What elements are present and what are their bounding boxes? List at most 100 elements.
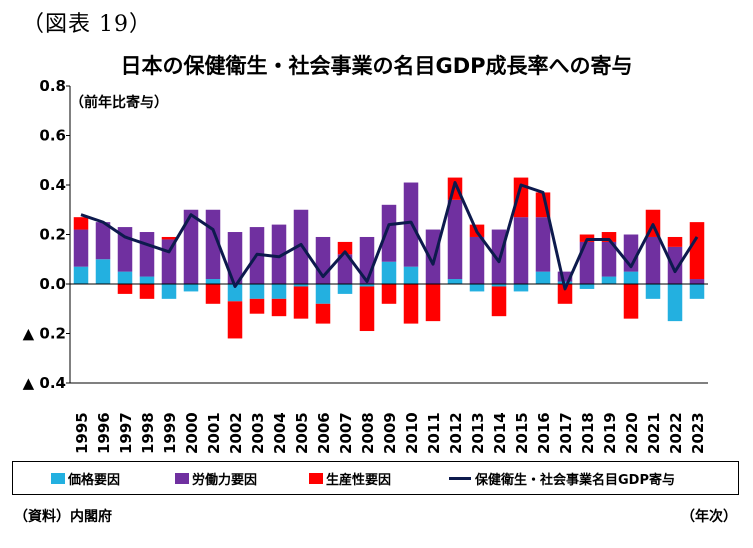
- legend-label-labor: 労働力要因: [192, 472, 258, 488]
- bar-生産性要因-2001: [205, 284, 221, 304]
- x-tick-label: 2000: [183, 412, 201, 454]
- x-tick-label: 2011: [425, 412, 443, 454]
- x-tick-label: 2015: [513, 412, 531, 454]
- bar-生産性要因-2004: [271, 298, 287, 317]
- bar-生産性要因-2020: [623, 284, 639, 319]
- bar-価格要因-2006: [315, 284, 331, 304]
- bar-労働力要因-2018: [579, 241, 595, 284]
- x-tick-label: 2020: [623, 412, 641, 454]
- bar-生産性要因-2005: [293, 286, 309, 319]
- bar-価格要因-2001: [205, 279, 221, 284]
- x-tick-label: 2001: [205, 412, 223, 454]
- y-tick-label: 0.4: [39, 176, 66, 194]
- bar-生産性要因-2019: [601, 232, 617, 242]
- bar-価格要因-2016: [535, 271, 551, 284]
- legend-swatch-labor: [175, 472, 189, 484]
- x-tick-label: 2016: [535, 412, 553, 454]
- legend-swatch-price: [51, 472, 65, 484]
- y-tick-label: 0.6: [39, 127, 66, 145]
- bar-価格要因-1995: [73, 266, 89, 284]
- bar-価格要因-1997: [117, 271, 133, 284]
- x-tick-label: 1998: [139, 412, 157, 454]
- x-tick-label: 2003: [249, 412, 267, 454]
- bar-生産性要因-2011: [425, 284, 441, 322]
- x-unit-label: （年次）: [681, 509, 737, 525]
- bar-労働力要因-1996: [95, 222, 111, 260]
- bar-労働力要因-2015: [513, 217, 529, 284]
- bar-生産性要因-1997: [117, 284, 133, 294]
- legend-label-total-line: 保健衛生・社会事業名目GDP寄与: [475, 472, 675, 488]
- bar-価格要因-2018: [579, 284, 595, 289]
- legend-item-productivity: 生産性要因: [309, 462, 391, 494]
- x-tick-label: 2010: [403, 412, 421, 454]
- x-tick-label: 1995: [73, 412, 91, 454]
- bar-価格要因-2008: [359, 284, 375, 287]
- bar-価格要因-2005: [293, 284, 309, 287]
- bar-価格要因-2014: [491, 284, 507, 287]
- legend-label-price: 価格要因: [68, 472, 121, 488]
- bar-生産性要因-1999: [161, 236, 177, 240]
- x-tick-label: 2018: [579, 412, 597, 454]
- x-tick-label: 2019: [601, 412, 619, 454]
- bar-生産性要因-2006: [315, 303, 331, 324]
- bar-労働力要因-2021: [645, 236, 661, 284]
- bar-価格要因-1999: [161, 284, 177, 299]
- bar-労働力要因-2000: [183, 209, 199, 284]
- x-tick-label: 2007: [337, 412, 355, 454]
- bar-価格要因-2012: [447, 279, 463, 284]
- bar-価格要因-1998: [139, 276, 155, 284]
- legend-swatch-line: [449, 476, 471, 480]
- bar-労働力要因-2002: [227, 232, 243, 284]
- bar-労働力要因-2019: [601, 241, 617, 277]
- bar-生産性要因-1998: [139, 284, 155, 299]
- bar-生産性要因-2017: [557, 284, 573, 304]
- y-axis-label: （前年比寄与）: [70, 95, 168, 111]
- source-note: （資料）内閣府: [14, 509, 112, 525]
- x-tick-label: 2017: [557, 412, 575, 454]
- bar-労働力要因-2009: [381, 204, 397, 262]
- bar-労働力要因-2004: [271, 224, 287, 284]
- x-tick-label: 2012: [447, 412, 465, 454]
- legend-item-total-line: 保健衛生・社会事業名目GDP寄与: [449, 462, 675, 494]
- x-tick-label: 2013: [469, 412, 487, 454]
- bar-生産性要因-2008: [359, 286, 375, 332]
- x-tick-label: 1999: [161, 412, 179, 454]
- bar-価格要因-2021: [645, 284, 661, 299]
- chart-title: 日本の保健衛生・社会事業の名目GDP成長率への寄与: [120, 54, 633, 78]
- bar-価格要因-2020: [623, 271, 639, 284]
- y-tick-label: 0.2: [39, 226, 66, 244]
- bar-生産性要因-2003: [249, 298, 265, 314]
- legend-item-price: 価格要因: [51, 462, 120, 494]
- bar-労働力要因-2012: [447, 199, 463, 280]
- bar-価格要因-2023: [689, 284, 705, 299]
- legend-item-labor: 労働力要因: [175, 462, 257, 494]
- legend-swatch-productivity: [309, 472, 323, 484]
- bar-生産性要因-2014: [491, 286, 507, 317]
- x-tick-label: 2006: [315, 412, 333, 454]
- bar-価格要因-2000: [183, 284, 199, 292]
- x-tick-label: 2021: [645, 412, 663, 454]
- x-tick-label: 2014: [491, 412, 509, 454]
- bar-価格要因-2004: [271, 284, 287, 299]
- bar-生産性要因-1995: [73, 217, 89, 230]
- bar-価格要因-2007: [337, 284, 353, 294]
- bar-価格要因-2015: [513, 284, 529, 292]
- bar-労働力要因-2013: [469, 236, 485, 284]
- bar-労働力要因-2023: [689, 279, 705, 284]
- bar-価格要因-2002: [227, 284, 243, 302]
- figure-label: （図表 19）: [22, 12, 152, 37]
- bar-価格要因-1996: [95, 259, 111, 284]
- bar-労働力要因-1998: [139, 232, 155, 277]
- bar-労働力要因-2017: [557, 271, 573, 282]
- x-tick-label: 1997: [117, 412, 135, 454]
- y-tick-label: ▲ 0.4: [23, 374, 66, 392]
- bar-生産性要因-2010: [403, 284, 419, 324]
- bar-価格要因-2022: [667, 284, 683, 322]
- bar-価格要因-2019: [601, 276, 617, 284]
- bar-労働力要因-1995: [73, 229, 89, 267]
- bar-価格要因-2003: [249, 284, 265, 299]
- bar-生産性要因-2022: [667, 236, 683, 247]
- legend: 価格要因 労働力要因 生産性要因 保健衛生・社会事業名目GDP寄与: [12, 461, 739, 495]
- bar-労働力要因-2007: [337, 254, 353, 284]
